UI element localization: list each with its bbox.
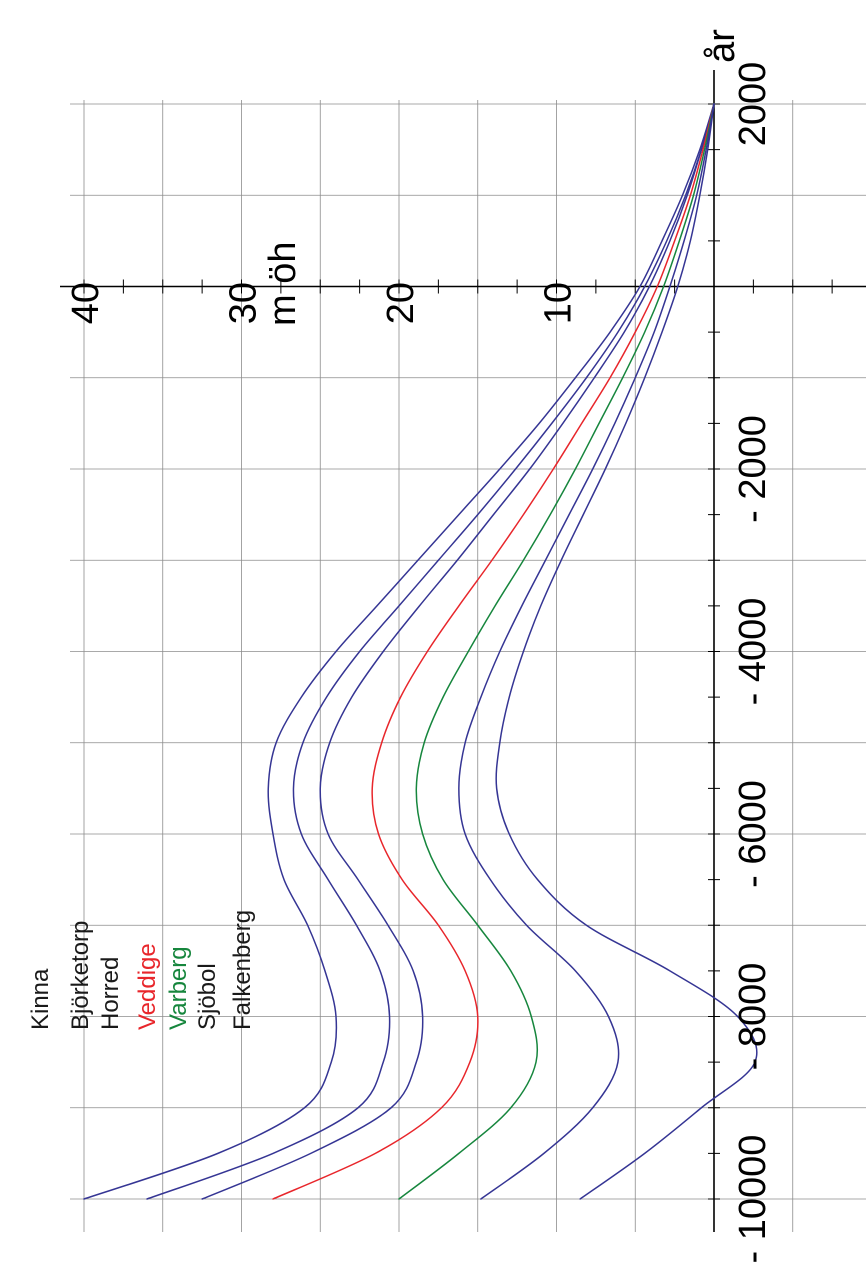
- series-line-falkenberg: [495, 103, 758, 1200]
- legend-label-veddige: Veddige: [134, 943, 161, 1030]
- x-tick-label: - 8000: [732, 963, 774, 1071]
- y-tick-label: 40: [65, 282, 107, 324]
- y-tick-label: 10: [538, 282, 580, 324]
- axes: [60, 70, 866, 1232]
- series-line-bjorketorp: [146, 103, 715, 1200]
- x-axis-title: år: [701, 29, 743, 63]
- x-tick-label: - 10000: [732, 1135, 774, 1264]
- legend-label-sjobol: Sjöbol: [194, 963, 221, 1030]
- legend-label-varberg: Varberg: [165, 946, 192, 1030]
- y-tick-label: 30: [223, 282, 265, 324]
- x-tick-label: 2000: [732, 62, 774, 147]
- legend-label-falkenberg: Falkenberg: [229, 910, 256, 1030]
- legend-label-bjorketorp: Björketorp: [67, 921, 94, 1030]
- y-axis-title: m öh: [262, 242, 304, 326]
- x-tick-label: - 2000: [732, 415, 774, 523]
- x-tick-label: - 4000: [732, 598, 774, 706]
- axis-labels: - 10000 - 8000 - 6000 - 4000 - 2000 2000 10 20 3…: [65, 29, 774, 1264]
- legend-label-kinna: Kinna: [27, 968, 54, 1030]
- y-tick-label: 20: [380, 282, 422, 324]
- series-line-varberg: [398, 103, 715, 1200]
- x-tick-label: - 6000: [732, 780, 774, 888]
- series-line-kinna: [83, 103, 715, 1200]
- series-line-veddige: [272, 103, 715, 1200]
- series-lines: [83, 103, 758, 1200]
- series-line-horred: [201, 103, 715, 1200]
- series-line-sjobol: [458, 103, 715, 1200]
- legend: Kinna Björketorp Horred Veddige Varberg Sjöbo…: [27, 910, 256, 1030]
- legend-label-horred: Horred: [97, 957, 124, 1030]
